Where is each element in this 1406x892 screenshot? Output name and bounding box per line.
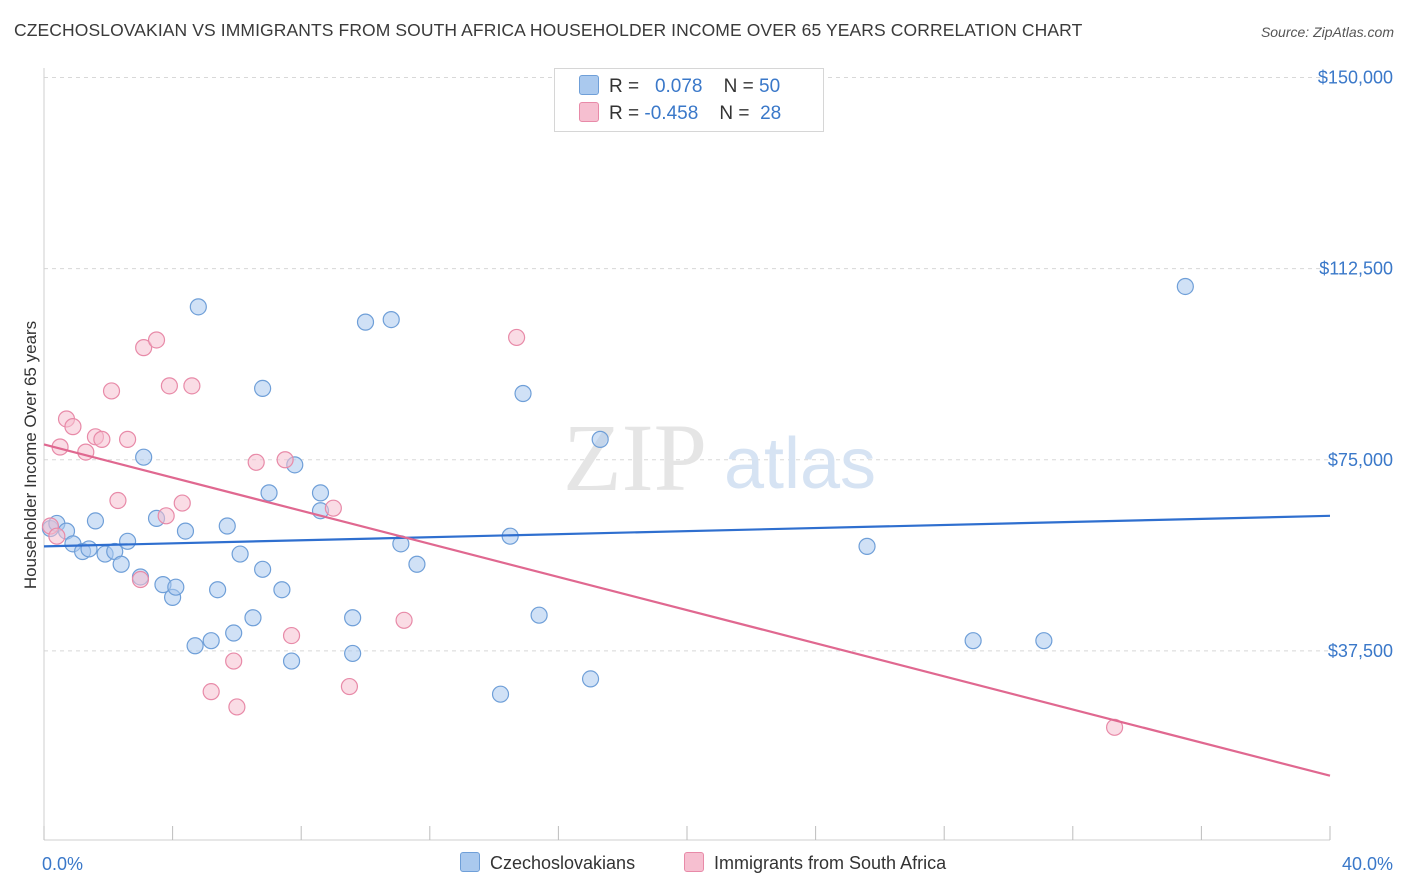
data-point-czechoslovakians [231, 545, 249, 563]
data-point-czechoslovakians [344, 644, 362, 663]
data-point-czechoslovakians [260, 484, 278, 502]
data-point-czechoslovakians [202, 632, 220, 650]
data-point-czechoslovakians [86, 512, 105, 530]
legend-swatch-pink [579, 102, 599, 122]
data-point-czechoslovakians [311, 484, 330, 502]
data-point-south-africa [109, 491, 127, 510]
legend-box: R = 0.078 N = 50 R = -0.458 N = 28 [554, 68, 824, 132]
data-point-czechoslovakians [254, 379, 272, 397]
data-point-czechoslovakians [118, 532, 137, 550]
data-point-czechoslovakians [112, 555, 130, 573]
data-point-czechoslovakians [514, 384, 532, 403]
data-point-czechoslovakians [189, 298, 207, 316]
data-point-south-africa [202, 683, 220, 701]
data-point-south-africa [160, 377, 178, 395]
bottom-legend-south-africa: Immigrants from South Africa [684, 852, 946, 874]
data-point-czechoslovakians [581, 670, 600, 688]
data-point-czechoslovakians [186, 637, 204, 655]
data-point-south-africa [135, 339, 153, 357]
data-point-south-africa [93, 430, 111, 448]
axes [43, 68, 1331, 841]
watermark-atlas: atlas [724, 424, 876, 504]
data-point-czechoslovakians [344, 609, 362, 627]
data-point-czechoslovakians [356, 313, 375, 331]
legend-swatch-pink [684, 852, 704, 872]
y-axis-label: Householder Income Over 65 years [21, 321, 40, 589]
legend-r-label: R = [609, 76, 640, 97]
y-tick-label: $75,000 [1328, 450, 1393, 470]
y-tick-labels: $37,500 $75,000 $112,500 $150,000 [1318, 68, 1393, 661]
data-point-czechoslovakians [282, 652, 301, 670]
legend-swatch-blue [460, 852, 480, 872]
data-point-south-africa [183, 377, 201, 395]
chart-title: CZECHOSLOVAKIAN VS IMMIGRANTS FROM SOUTH… [14, 20, 1083, 40]
legend-r-value: -0.458 [644, 103, 699, 124]
data-point-south-africa [157, 507, 175, 525]
trend-line-czechoslovakians [43, 514, 1331, 548]
data-point-south-africa [147, 331, 166, 349]
data-point-czechoslovakians [858, 537, 876, 555]
x-tick-labels: 0.0% 40.0% [42, 854, 1393, 874]
data-point-south-africa [173, 494, 191, 512]
data-point-czechoslovakians [1035, 632, 1053, 650]
data-point-south-africa [225, 652, 243, 670]
legend-row-south-africa: R = -0.458 N = 28 [579, 102, 781, 128]
legend-r-label: R = [609, 103, 640, 124]
legend-row-czechoslovakians: R = 0.078 N = 50 [579, 75, 780, 101]
trend-lines [43, 443, 1331, 777]
data-point-czechoslovakians [167, 578, 185, 596]
data-point-south-africa [324, 499, 342, 517]
data-point-czechoslovakians [591, 430, 609, 448]
legend-r-value: 0.078 [654, 76, 703, 97]
legend-n-value: 50 [759, 76, 781, 97]
data-point-south-africa [48, 527, 66, 545]
data-point-south-africa [118, 430, 137, 448]
data-point-czechoslovakians [1176, 277, 1194, 296]
data-point-czechoslovakians [244, 609, 262, 627]
data-point-czechoslovakians [209, 581, 227, 599]
data-point-south-africa [247, 453, 265, 471]
y-tick-label: $112,500 [1319, 259, 1393, 279]
data-point-south-africa [508, 328, 526, 347]
data-point-czechoslovakians [225, 624, 243, 642]
source-label: Source: ZipAtlas.com [1260, 24, 1394, 40]
bottom-legend-czechoslovakians: Czechoslovakians [460, 852, 635, 874]
trend-line-south-africa [43, 443, 1331, 777]
data-point-czechoslovakians [530, 606, 548, 624]
x-tick-label-left: 0.0% [42, 854, 83, 874]
grid-lines [44, 77, 1330, 652]
legend-swatch-blue [579, 75, 599, 95]
series-immigrants-south-africa [41, 328, 1124, 736]
data-point-south-africa [64, 418, 82, 436]
y-tick-label: $150,000 [1318, 68, 1393, 88]
data-point-czechoslovakians [491, 685, 510, 703]
legend-label: Czechoslovakians [490, 853, 636, 873]
data-point-south-africa [102, 382, 121, 400]
data-point-south-africa [282, 626, 301, 645]
legend-n-label: N = [719, 103, 750, 124]
watermark: ZIP atlas [563, 404, 876, 511]
watermark-zip: ZIP [563, 404, 707, 511]
legend-label: Immigrants from South Africa [714, 853, 947, 873]
data-point-czechoslovakians [176, 522, 195, 540]
data-point-south-africa [340, 677, 359, 696]
data-point-south-africa [131, 570, 150, 589]
y-tick-label: $37,500 [1328, 641, 1393, 661]
data-point-south-africa [395, 611, 413, 629]
data-point-czechoslovakians [273, 581, 291, 599]
data-point-south-africa [276, 451, 294, 469]
data-point-czechoslovakians [135, 448, 153, 466]
data-point-czechoslovakians [80, 540, 98, 558]
data-point-czechoslovakians [218, 517, 236, 535]
data-point-czechoslovakians [964, 632, 982, 650]
data-point-czechoslovakians [408, 555, 426, 573]
legend-n-label: N = [723, 76, 754, 97]
x-tick-label-right: 40.0% [1342, 854, 1393, 874]
data-point-south-africa [228, 698, 246, 716]
data-point-czechoslovakians [382, 310, 400, 329]
data-point-czechoslovakians [254, 560, 272, 578]
legend-n-value: 28 [760, 103, 782, 124]
